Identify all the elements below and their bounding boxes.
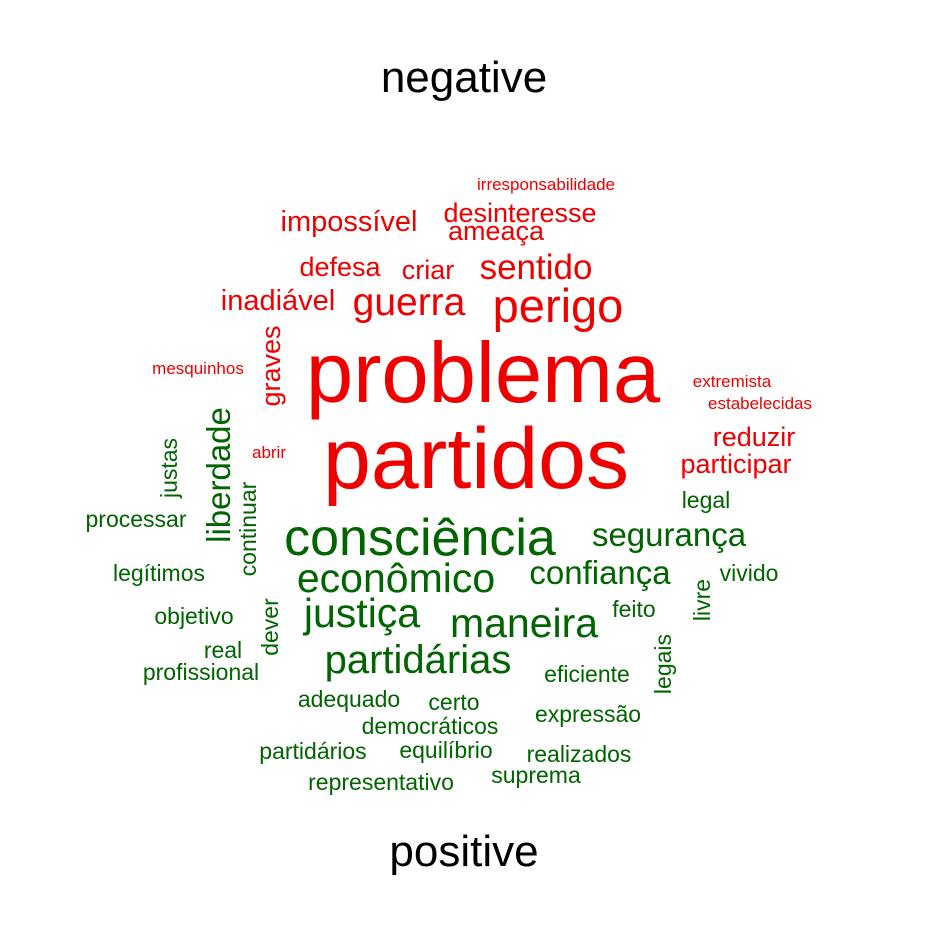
word-positive: partidárias — [325, 638, 512, 682]
word-negative: impossível — [281, 206, 418, 238]
word-positive: continuar — [235, 481, 261, 576]
word-positive: maneira — [450, 600, 598, 646]
word-negative: partidos — [323, 411, 629, 507]
word-negative: criar — [402, 255, 455, 285]
word-negative: desinteresse — [443, 198, 596, 228]
word-positive: equilíbrio — [399, 737, 492, 763]
word-positive: representativo — [308, 769, 454, 795]
word-negative: participar — [680, 449, 791, 479]
word-negative: sentido — [480, 248, 593, 287]
word-positive: confiança — [529, 554, 671, 591]
word-negative: mesquinhos — [152, 359, 244, 378]
word-positive: eficiente — [544, 661, 630, 687]
word-positive: consciência — [284, 509, 556, 567]
word-negative: problema — [306, 326, 661, 421]
word-positive: econômico — [297, 555, 495, 601]
heading-positive: positive — [389, 827, 538, 876]
word-negative: perigo — [493, 279, 624, 332]
word-negative: irresponsabilidade — [477, 175, 615, 194]
word-positive: dever — [257, 598, 283, 656]
word-positive: democráticos — [362, 713, 499, 739]
word-positive: vivido — [720, 560, 779, 586]
word-negative: abrir — [252, 443, 286, 462]
word-negative: reduzir — [713, 422, 796, 452]
heading-negative: negative — [381, 53, 547, 102]
word-negative: estabelecidas — [708, 394, 812, 413]
word-positive: certo — [428, 689, 479, 715]
word-negative: graves — [256, 325, 286, 406]
word-positive: livre — [689, 579, 715, 621]
word-positive: real — [204, 637, 242, 663]
word-positive: objetivo — [154, 603, 233, 629]
word-negative: guerra — [353, 281, 466, 324]
word-positive: justas — [156, 438, 182, 499]
word-positive: justiça — [303, 590, 420, 636]
word-positive: legítimos — [113, 560, 205, 586]
word-positive: legal — [682, 487, 731, 513]
word-positive: profissional — [143, 659, 259, 685]
word-negative: extremista — [693, 372, 772, 391]
word-positive: partidários — [259, 738, 366, 764]
word-positive: legais — [650, 634, 676, 694]
word-positive: segurança — [592, 516, 747, 553]
word-positive: liberdade — [200, 407, 237, 543]
word-positive: processar — [86, 506, 187, 532]
word-negative: ameaça — [448, 216, 545, 246]
word-positive: suprema — [491, 762, 581, 788]
word-positive: realizados — [527, 741, 632, 767]
word-negative: inadiável — [221, 285, 335, 317]
word-positive: feito — [612, 596, 655, 622]
word-negative: defesa — [299, 252, 381, 282]
word-positive: adequado — [298, 686, 400, 712]
word-positive: expressão — [535, 701, 641, 727]
